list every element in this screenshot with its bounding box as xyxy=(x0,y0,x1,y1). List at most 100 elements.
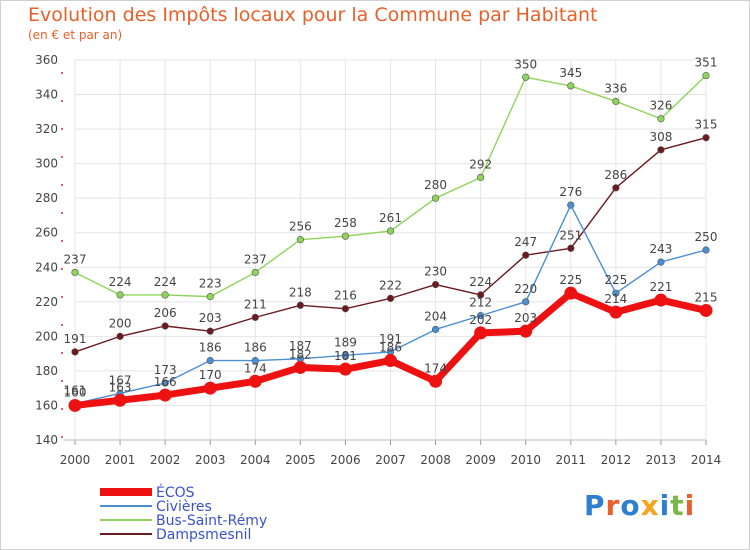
y-tick-label: 160 xyxy=(35,398,58,412)
data-label-civieres: 187 xyxy=(289,339,312,353)
data-point-bus-saint-remy xyxy=(386,227,395,235)
x-tick-label: 2005 xyxy=(285,453,316,467)
data-label-bus-saint-remy: 350 xyxy=(514,57,537,71)
chart-subtitle: (en € et par an) xyxy=(28,28,123,42)
data-point-civieres xyxy=(206,356,214,365)
data-point-ecos xyxy=(158,388,172,402)
data-label-bus-saint-remy: 237 xyxy=(64,252,87,266)
data-label-bus-saint-remy: 237 xyxy=(244,252,267,266)
data-label-bus-saint-remy: 224 xyxy=(154,275,177,289)
x-tick-label: 2008 xyxy=(420,453,451,467)
data-label-dampsmesnil: 224 xyxy=(469,275,492,289)
data-label-civieres: 161 xyxy=(64,384,87,398)
data-point-bus-saint-remy xyxy=(431,194,440,202)
x-tick-label: 2004 xyxy=(240,453,271,467)
data-label-ecos: 202 xyxy=(469,313,492,327)
data-point-dampsmesnil xyxy=(71,348,79,356)
x-tick-label: 2010 xyxy=(510,453,541,467)
data-label-dampsmesnil: 206 xyxy=(154,306,177,320)
axes: 140 160 180 200 220 240 260 280 300 320 340 360 2000… xyxy=(35,53,721,467)
data-label-ecos: 203 xyxy=(514,311,537,325)
data-label-bus-saint-remy: 258 xyxy=(334,216,357,230)
y-tick-label: 260 xyxy=(35,226,58,240)
x-tick-label: 2007 xyxy=(375,453,406,467)
y-tick-label: 140 xyxy=(35,433,58,447)
legend-label: Civières xyxy=(156,499,212,515)
data-point-dampsmesnil xyxy=(296,301,304,309)
data-label-ecos: 214 xyxy=(604,292,627,306)
data-label-civieres: 173 xyxy=(154,363,177,377)
legend-label: Bus-Saint-Rémy xyxy=(156,513,267,529)
chart-title: Evolution des Impôts locaux pour la Comm… xyxy=(28,4,598,26)
data-point-civieres xyxy=(431,325,440,334)
data-point-civieres xyxy=(161,379,169,387)
data-point-ecos xyxy=(68,398,82,412)
data-point-bus-saint-remy xyxy=(161,291,169,299)
data-label-dampsmesnil: 222 xyxy=(379,278,402,292)
data-label-ecos: 225 xyxy=(559,273,582,287)
data-point-ecos xyxy=(429,374,443,388)
data-label-bus-saint-remy: 223 xyxy=(199,277,222,291)
data-point-bus-saint-remy xyxy=(296,236,304,244)
data-label-dampsmesnil: 230 xyxy=(424,265,447,279)
data-point-ecos xyxy=(293,360,307,374)
series-lines xyxy=(68,71,713,412)
data-point-civieres xyxy=(251,356,259,365)
data-label-bus-saint-remy: 292 xyxy=(469,157,492,171)
data-point-ecos xyxy=(248,374,262,388)
y-tick-label: 300 xyxy=(35,157,58,171)
data-point-dampsmesnil xyxy=(612,184,620,192)
data-label-dampsmesnil: 286 xyxy=(604,168,627,182)
y-tick-label: 220 xyxy=(35,295,58,309)
data-point-civieres xyxy=(341,351,350,359)
data-label-civieres: 189 xyxy=(334,335,357,349)
x-tick-label: 2006 xyxy=(330,453,361,467)
x-tick-label: 2012 xyxy=(601,453,632,467)
legend-label: ÉCOS xyxy=(156,484,195,501)
data-point-civieres xyxy=(612,289,620,297)
data-point-bus-saint-remy xyxy=(206,293,214,301)
data-label-civieres: 186 xyxy=(199,341,222,355)
data-label-bus-saint-remy: 345 xyxy=(559,66,582,80)
legend-label: Dampsmesnil xyxy=(156,527,251,543)
data-label-dampsmesnil: 315 xyxy=(695,118,718,132)
data-point-bus-saint-remy xyxy=(71,268,79,277)
x-tick-label: 2009 xyxy=(465,453,496,467)
data-label-ecos: 215 xyxy=(695,290,718,304)
data-point-ecos xyxy=(474,326,488,340)
data-label-ecos: 163 xyxy=(109,380,132,394)
proxiti-logo: Proxiti xyxy=(584,489,696,522)
y-tick-label: 360 xyxy=(35,53,58,67)
data-point-dampsmesnil xyxy=(657,146,665,154)
data-label-bus-saint-remy: 280 xyxy=(424,178,447,192)
data-point-dampsmesnil xyxy=(477,291,485,299)
data-point-bus-saint-remy xyxy=(702,71,710,80)
data-label-dampsmesnil: 247 xyxy=(514,235,537,249)
data-label-civieres: 167 xyxy=(109,373,132,387)
data-label-civieres: 220 xyxy=(514,282,537,296)
data-point-dampsmesnil xyxy=(386,294,395,302)
x-tick-label: 2003 xyxy=(195,453,226,467)
data-point-dampsmesnil xyxy=(161,322,169,330)
data-point-ecos xyxy=(384,354,397,368)
data-point-dampsmesnil xyxy=(522,251,530,259)
data-label-bus-saint-remy: 224 xyxy=(109,275,132,289)
data-point-bus-saint-remy xyxy=(522,73,530,81)
data-label-bus-saint-remy: 261 xyxy=(379,211,402,225)
y-tick-label: 320 xyxy=(35,122,58,136)
data-point-bus-saint-remy xyxy=(251,268,259,277)
data-point-civieres xyxy=(477,312,485,320)
x-tick-label: 2011 xyxy=(556,453,587,467)
data-label-bus-saint-remy: 256 xyxy=(289,220,312,234)
y-tick-label: 200 xyxy=(35,329,58,343)
data-label-dampsmesnil: 203 xyxy=(199,311,222,325)
data-point-ecos xyxy=(203,381,217,395)
data-point-ecos xyxy=(564,286,578,300)
data-point-civieres xyxy=(522,298,530,306)
y-tick-label: 340 xyxy=(35,88,58,102)
data-point-bus-saint-remy xyxy=(657,115,665,123)
data-point-dampsmesnil xyxy=(702,134,710,142)
data-label-bus-saint-remy: 326 xyxy=(649,99,672,113)
